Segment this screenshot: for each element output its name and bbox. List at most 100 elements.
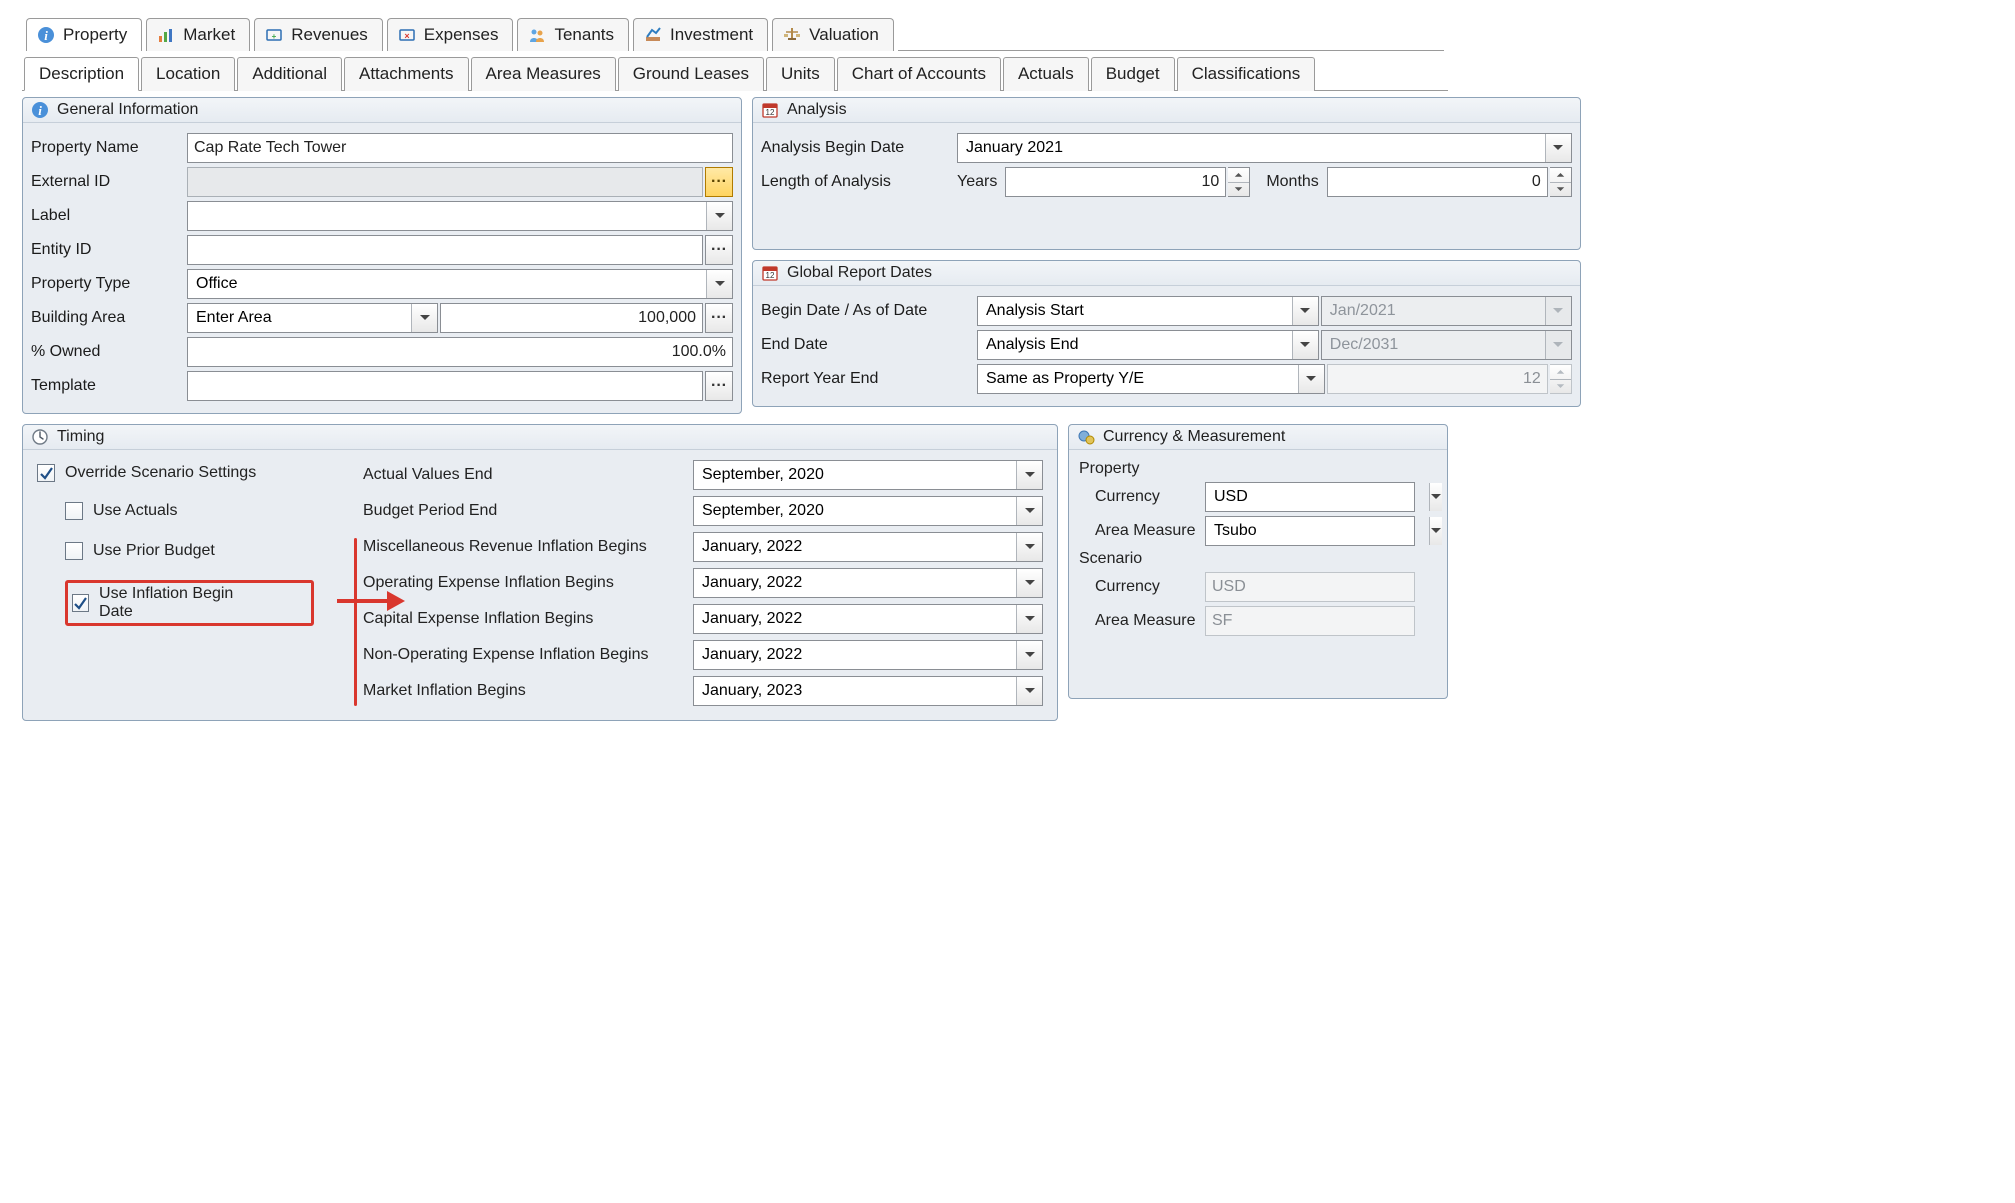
subtab-attachments[interactable]: Attachments (344, 57, 469, 91)
input-pct-owned[interactable] (187, 337, 733, 367)
chevron-down-icon[interactable] (1298, 365, 1324, 393)
chevron-down-icon[interactable] (1016, 641, 1042, 669)
external-id-picker-button[interactable]: ··· (705, 167, 733, 197)
chevron-down-icon[interactable] (1016, 497, 1042, 525)
combo-property-type[interactable] (187, 269, 733, 299)
tab-property[interactable]: i Property (26, 18, 142, 51)
combo-report-begin[interactable] (977, 296, 1319, 326)
chevron-down-icon[interactable] (1016, 533, 1042, 561)
check-use-inflation-begin[interactable]: Use Inflation Begin Date (72, 585, 261, 621)
chevron-down-icon[interactable] (1016, 461, 1042, 489)
subtab-budget[interactable]: Budget (1091, 57, 1175, 91)
subtab-additional[interactable]: Additional (237, 57, 342, 91)
combo-property-area[interactable] (1205, 516, 1415, 546)
combo-report-end-value[interactable] (978, 331, 1292, 359)
input-entity-id[interactable] (187, 235, 703, 265)
subtab-label: Budget (1106, 64, 1160, 83)
combo-property-type-value[interactable] (188, 270, 706, 298)
input-months[interactable] (1327, 167, 1548, 197)
tab-valuation[interactable]: Valuation (772, 18, 894, 51)
combo-area-basis-value[interactable] (188, 304, 411, 332)
spinner-down[interactable] (1228, 183, 1249, 197)
subtab-units[interactable]: Units (766, 57, 835, 91)
spinner-down[interactable] (1550, 183, 1571, 197)
area-picker-button[interactable]: ··· (705, 303, 733, 333)
red-bar-annotation (354, 538, 357, 706)
display-report-end-date (1321, 330, 1572, 360)
combo-report-begin-value[interactable] (978, 297, 1292, 325)
combo-timing-input[interactable] (694, 605, 1016, 633)
chevron-down-icon[interactable] (1016, 677, 1042, 705)
panel-header: 12 Global Report Dates (753, 261, 1580, 286)
timing-label: Non-Operating Expense Inflation Begins (363, 646, 683, 664)
tab-label: Revenues (291, 25, 368, 45)
combo-timing-value[interactable] (693, 676, 1043, 706)
combo-report-year-end[interactable] (977, 364, 1325, 394)
spinner-up[interactable] (1228, 168, 1249, 183)
timing-row: Non-Operating Expense Inflation Begins (363, 640, 1043, 670)
combo-label[interactable] (187, 201, 733, 231)
entity-id-picker-button[interactable]: ··· (705, 235, 733, 265)
spinner-up[interactable] (1550, 168, 1571, 183)
subtab-actuals[interactable]: Actuals (1003, 57, 1089, 91)
input-years[interactable] (1005, 167, 1226, 197)
combo-timing-value[interactable] (693, 604, 1043, 634)
chevron-down-icon[interactable] (1545, 134, 1571, 162)
input-template[interactable] (187, 371, 703, 401)
subtab-location[interactable]: Location (141, 57, 235, 91)
check-use-prior-budget[interactable]: Use Prior Budget (65, 542, 314, 560)
spinner-up (1550, 365, 1571, 380)
subtab-label: Ground Leases (633, 64, 749, 83)
combo-prop-area-value[interactable] (1206, 517, 1429, 545)
input-property-name[interactable] (187, 133, 733, 163)
combo-timing-value[interactable] (693, 568, 1043, 598)
check-override-scenario[interactable]: Override Scenario Settings (37, 464, 314, 482)
subtab-description[interactable]: Description (24, 57, 139, 91)
tab-investment[interactable]: Investment (633, 18, 768, 51)
chevron-down-icon[interactable] (1292, 297, 1318, 325)
chevron-down-icon[interactable] (706, 270, 732, 298)
months-spinner[interactable] (1550, 167, 1572, 197)
combo-timing-value[interactable] (693, 640, 1043, 670)
calendar-icon: 12 (761, 101, 779, 119)
combo-timing-value[interactable] (693, 532, 1043, 562)
years-spinner[interactable] (1228, 167, 1250, 197)
chevron-down-icon[interactable] (1429, 517, 1442, 545)
tab-revenues[interactable]: + Revenues (254, 18, 383, 51)
combo-year-end-value[interactable] (978, 365, 1298, 393)
combo-analysis-begin-value[interactable] (958, 134, 1545, 162)
combo-building-area-basis[interactable] (187, 303, 438, 333)
combo-timing-input[interactable] (694, 533, 1016, 561)
combo-timing-input[interactable] (694, 677, 1016, 705)
combo-prop-currency-value[interactable] (1206, 483, 1429, 511)
tab-market[interactable]: Market (146, 18, 250, 51)
combo-label-input[interactable] (188, 202, 706, 230)
check-use-actuals[interactable]: Use Actuals (65, 502, 314, 520)
subtab-area-measures[interactable]: Area Measures (471, 57, 616, 91)
template-picker-button[interactable]: ··· (705, 371, 733, 401)
combo-timing-input[interactable] (694, 497, 1016, 525)
subtab-label: Actuals (1018, 64, 1074, 83)
chevron-down-icon[interactable] (706, 202, 732, 230)
combo-timing-input[interactable] (694, 641, 1016, 669)
chevron-down-icon[interactable] (1292, 331, 1318, 359)
subtab-ground-leases[interactable]: Ground Leases (618, 57, 764, 91)
subtab-classifications[interactable]: Classifications (1177, 57, 1316, 91)
combo-report-end[interactable] (977, 330, 1319, 360)
chevron-down-icon[interactable] (1016, 605, 1042, 633)
chevron-down-icon[interactable] (1016, 569, 1042, 597)
combo-analysis-begin[interactable] (957, 133, 1572, 163)
combo-timing-value[interactable] (693, 460, 1043, 490)
report-end-date-value (1322, 331, 1545, 359)
subtab-chart-accounts[interactable]: Chart of Accounts (837, 57, 1001, 91)
tab-expenses[interactable]: × Expenses (387, 18, 514, 51)
combo-timing-input[interactable] (694, 569, 1016, 597)
label-property-type: Property Type (31, 275, 181, 293)
input-building-area-value[interactable] (440, 303, 703, 333)
chevron-down-icon[interactable] (411, 304, 437, 332)
chevron-down-icon[interactable] (1429, 483, 1442, 511)
combo-timing-input[interactable] (694, 461, 1016, 489)
tab-tenants[interactable]: Tenants (517, 18, 629, 51)
combo-timing-value[interactable] (693, 496, 1043, 526)
combo-property-currency[interactable] (1205, 482, 1415, 512)
